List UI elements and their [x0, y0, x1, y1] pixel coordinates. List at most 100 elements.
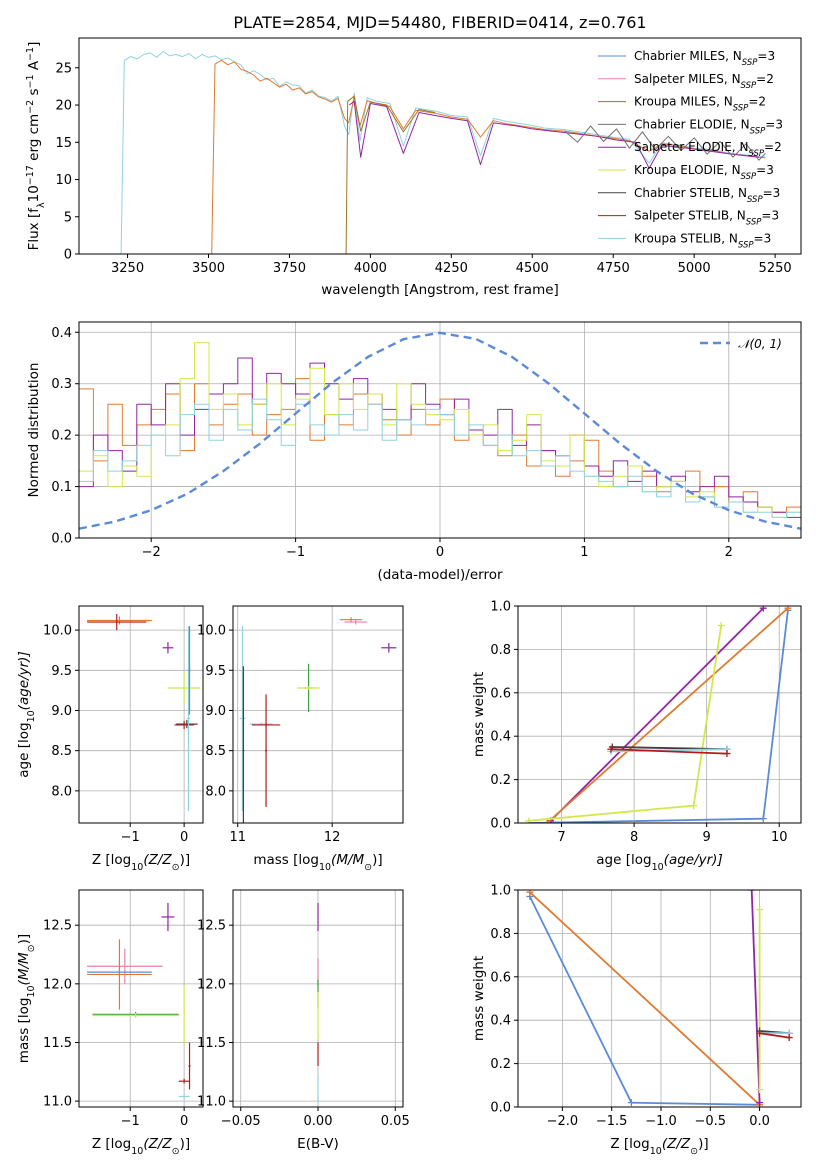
x-axis-label-part: ⊙	[364, 862, 372, 873]
legend-entry-part: Salpeter STELIB	[634, 209, 729, 223]
legend-entry-part: =	[748, 95, 758, 109]
mass-weight-line	[750, 890, 761, 1103]
x-tick-label: 10	[771, 830, 788, 845]
data-point-marker	[627, 1099, 635, 1107]
error-bar-point	[188, 1042, 191, 1090]
x-tick-label: 0.00	[304, 1114, 333, 1129]
legend-entry-part: =	[757, 49, 767, 63]
legend-entry-part: =	[764, 140, 774, 154]
y-tick-label: 5	[64, 210, 72, 225]
legend-entry-part: SSP	[741, 81, 757, 91]
y-axis-label-part: s	[26, 88, 42, 99]
y-tick-label: 0.4	[51, 326, 72, 341]
axes-frame	[78, 321, 802, 539]
axes-frame	[232, 605, 404, 824]
spectrum-panel: 3250 3500 3750 4000 4250 4500 4750 5000 5250 0 5 10…	[25, 13, 802, 298]
data-point-marker	[785, 1034, 793, 1042]
y-tick-label: 11.5	[197, 1036, 226, 1051]
y-tick-label: 11.0	[43, 1095, 72, 1110]
y-tick-label: 0.3	[51, 377, 72, 392]
x-tick-label: 12	[324, 830, 341, 845]
y-axis-label-part: age [log	[16, 722, 32, 777]
x-axis-label-part: (M/M	[331, 852, 364, 868]
y-tick-label: 0.2	[490, 1057, 511, 1072]
legend-entry-part: SSP	[748, 149, 764, 159]
y-tick-label: 9.0	[51, 704, 72, 719]
normal-curve-line	[79, 331, 801, 530]
legend-entry-part: 2	[774, 140, 782, 154]
y-tick-label: 20	[55, 99, 72, 114]
legend-entry-part: =	[765, 117, 775, 131]
legend-entry-part: ,	[716, 95, 724, 109]
legend-entry-part: 3	[771, 209, 779, 223]
x-axis-label-part: (age/yr)]	[664, 852, 723, 868]
x-tick-label: 0	[436, 545, 444, 560]
x-tick-label: −1	[121, 1114, 140, 1129]
x-tick-label: 0	[180, 830, 188, 845]
y-tick-label: 0.2	[490, 773, 511, 788]
axes-frame	[78, 889, 204, 1108]
x-axis-label-part: )]	[372, 852, 383, 868]
error-bar-point	[161, 902, 175, 932]
error-bar-point	[167, 671, 201, 705]
mass-weight-line	[759, 1032, 790, 1039]
data-point-marker	[607, 745, 615, 753]
y-tick-label: 0.6	[490, 970, 511, 985]
y-axis-label-part: mass [log	[16, 998, 32, 1064]
y-tick-label: 8.5	[51, 744, 72, 759]
y-axis-label-part: 10	[26, 710, 37, 722]
data-point-marker	[756, 1099, 764, 1107]
mass-vs-metallicity-panel: −1 011.011.512.012.5Z [log10(Z/Z⊙)]mass […	[16, 889, 204, 1157]
data-point-marker	[543, 819, 551, 823]
x-axis-label: Z [log10(Z/Z⊙)]	[610, 1136, 708, 1157]
legend-entry-part: N	[733, 49, 742, 63]
data-point-marker	[748, 890, 756, 894]
age-vs-mass-panel: 11 12 8.0 8.5 9.0 9.5 10.0 mass [log10(M/M⊙)]	[197, 605, 404, 873]
data-point-marker	[526, 890, 534, 896]
y-tick-label: 10	[55, 173, 72, 188]
legend-entry-part: SSP	[742, 58, 758, 68]
x-tick-label: −1.0	[645, 1114, 677, 1129]
y-axis-label: mass weight	[471, 956, 487, 1041]
residual-histogram-panel: −2 −1 0 1 2 0.0 0.1 0.2 0.3 0.4 (data-model)/error…	[26, 321, 802, 583]
mass-weight-line	[610, 748, 728, 753]
y-axis-label-part: −1	[25, 47, 36, 61]
legend-entry-part: ,	[721, 231, 729, 245]
legend-entry-part: ,	[732, 140, 740, 154]
legend-entry: Chabrier ELODIE, NSSP=3	[634, 117, 783, 136]
y-tick-label: 12.5	[197, 919, 226, 934]
x-axis-label-part: 10	[131, 1146, 143, 1157]
x-axis-label-part: (Z/Z	[143, 852, 172, 868]
y-axis-label: mass [log10(M/M⊙)]	[16, 934, 37, 1063]
x-tick-label: −1	[121, 830, 140, 845]
x-axis-label-part: 10	[650, 1146, 662, 1157]
error-bar-point	[381, 642, 397, 653]
error-bar-point	[87, 948, 163, 984]
error-bar-point	[344, 619, 368, 625]
y-tick-label: 0.0	[490, 817, 511, 832]
data-point-marker	[759, 815, 767, 823]
y-tick-label: 0.1	[51, 480, 72, 495]
legend-entry: Kroupa MILES, NSSP=2	[634, 95, 766, 114]
data-point-marker	[759, 606, 767, 612]
y-axis-label-part: (age/yr)]	[16, 651, 32, 710]
error-bar-point	[183, 985, 185, 1044]
error-bar-point	[297, 686, 320, 690]
y-tick-label: 12.5	[43, 919, 72, 934]
y-tick-label: 8.5	[205, 744, 226, 759]
legend-entry-part: Kroupa STELIB	[634, 231, 721, 245]
spectrum-series-line	[120, 50, 766, 254]
axes-frame	[78, 37, 802, 255]
legend-entry-part: 3	[775, 117, 783, 131]
x-tick-label: −0.05	[221, 1114, 261, 1129]
y-tick-label: 0.8	[490, 927, 511, 942]
data-point-marker	[525, 817, 533, 823]
mass-weight-line	[529, 891, 761, 1106]
x-axis-label-part: Z [log	[610, 1136, 649, 1152]
x-axis-label-part: )]	[180, 852, 191, 868]
x-tick-label: 8	[630, 830, 638, 845]
legend-entry-part: 2	[758, 95, 766, 109]
mass-weight-line	[610, 748, 728, 755]
x-tick-label: 11	[229, 830, 246, 845]
